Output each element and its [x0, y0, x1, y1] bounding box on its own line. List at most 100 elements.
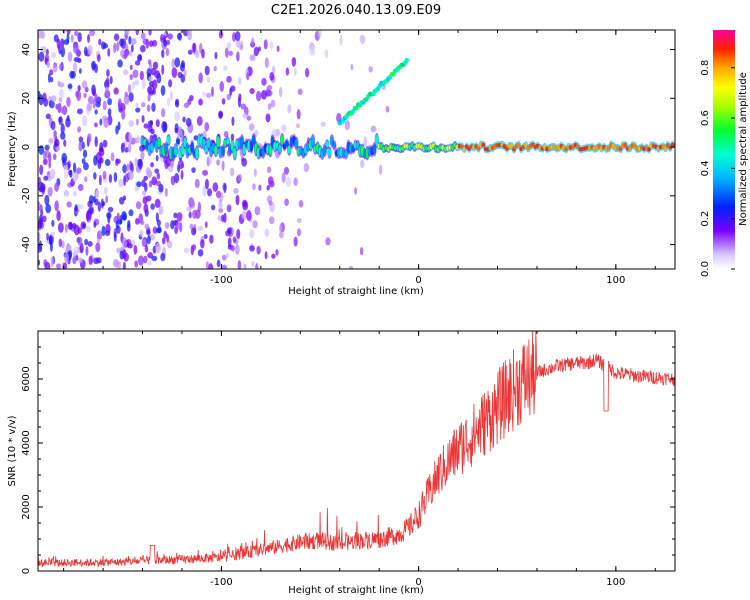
- noise-blob: [368, 66, 373, 73]
- noise-blob: [237, 260, 242, 269]
- carrier-point: [176, 138, 180, 145]
- noise-blob: [145, 38, 150, 49]
- noise-blob: [132, 69, 139, 79]
- noise-blob: [83, 92, 87, 98]
- noise-blob: [212, 182, 217, 192]
- noise-blob: [144, 223, 150, 230]
- noise-blob: [102, 139, 108, 148]
- noise-blob: [185, 117, 192, 127]
- noise-blob: [144, 245, 149, 253]
- noise-blob: [95, 189, 100, 201]
- branch-point: [354, 105, 359, 111]
- carrier-point: [164, 143, 168, 153]
- noise-blob: [67, 244, 72, 251]
- noise-blob: [204, 178, 209, 190]
- noise-blob: [76, 108, 83, 115]
- noise-blob: [152, 79, 158, 90]
- noise-blob: [155, 242, 161, 254]
- carrier-point: [195, 147, 199, 159]
- noise-blob: [268, 200, 273, 206]
- spectrogram-ytick-label: 0: [21, 144, 32, 150]
- colorbar-ticks: 0.0 0.2 0.4 0.6 0.8: [700, 60, 735, 277]
- noise-blob: [38, 176, 41, 185]
- noise-blob: [143, 182, 148, 192]
- noise-blob: [139, 230, 143, 238]
- noise-blob: [211, 86, 214, 97]
- noise-blob: [81, 141, 85, 150]
- noise-blob: [360, 159, 365, 169]
- noise-blob: [113, 172, 118, 183]
- noise-blob: [82, 115, 88, 127]
- noise-blob: [39, 217, 43, 229]
- noise-blob: [67, 83, 73, 89]
- noise-blob: [192, 43, 196, 53]
- noise-blob: [81, 158, 86, 164]
- noise-blob: [127, 141, 132, 153]
- noise-blob: [216, 159, 220, 166]
- noise-blob: [201, 48, 205, 59]
- noise-blob: [56, 210, 61, 222]
- colorbar-tick-label: 0.8: [700, 60, 711, 76]
- noise-blob: [246, 209, 252, 221]
- noise-blob: [279, 231, 284, 239]
- carrier-point: [280, 135, 284, 145]
- snr-xtick-label: -100: [210, 577, 233, 588]
- noise-blob: [76, 167, 82, 175]
- carrier-point: [183, 137, 187, 148]
- noise-blob: [252, 220, 258, 229]
- noise-blob: [94, 109, 98, 115]
- noise-blob: [109, 76, 113, 85]
- noise-blob: [219, 81, 225, 92]
- noise-blob: [339, 34, 343, 46]
- spectrogram-ylabel: Frequency (Hz): [7, 111, 18, 187]
- noise-blob: [77, 32, 82, 43]
- noise-blob: [138, 54, 142, 61]
- noise-blob: [74, 30, 79, 37]
- noise-blob: [72, 162, 77, 173]
- carrier-point: [481, 142, 486, 147]
- colorbar: 0.0 0.2 0.4 0.6 0.8 Normalized spectral ampl…: [700, 30, 749, 277]
- noise-blob: [50, 256, 54, 268]
- noise-blob: [66, 30, 71, 35]
- noise-blob: [197, 201, 202, 213]
- noise-blob: [276, 45, 280, 52]
- carrier-point: [372, 144, 377, 155]
- noise-blob: [204, 221, 208, 229]
- noise-blob: [104, 159, 111, 166]
- noise-blob: [223, 212, 227, 223]
- noise-blob: [249, 54, 254, 61]
- noise-blob: [232, 236, 237, 243]
- colorbar-label: Normalized spectral amplitude: [738, 72, 749, 226]
- noise-blob: [148, 180, 153, 188]
- noise-blob: [151, 255, 158, 261]
- noise-blob: [130, 38, 137, 45]
- noise-blob: [45, 203, 52, 214]
- noise-blob: [78, 136, 84, 143]
- noise-blob: [44, 144, 50, 151]
- noise-blob: [58, 88, 64, 99]
- noise-blob: [38, 232, 41, 242]
- noise-blob: [213, 65, 217, 72]
- noise-blob: [102, 43, 109, 49]
- noise-blob: [63, 189, 70, 197]
- colorbar-tick-label: 0.2: [700, 211, 711, 227]
- noise-blob: [60, 107, 65, 114]
- noise-blob: [127, 84, 132, 94]
- noise-blob: [174, 57, 181, 68]
- noise-blob: [246, 115, 252, 121]
- noise-blob: [95, 101, 101, 108]
- noise-blob: [87, 45, 93, 55]
- noise-blob: [166, 97, 171, 107]
- noise-blob: [298, 200, 304, 208]
- noise-blob: [223, 130, 229, 138]
- noise-blob: [58, 82, 65, 88]
- noise-blob: [148, 76, 153, 82]
- noise-blob: [86, 103, 93, 111]
- noise-blob: [173, 212, 178, 219]
- noise-blob: [47, 73, 51, 83]
- noise-blob: [164, 222, 170, 230]
- noise-blob: [158, 183, 164, 193]
- noise-blob: [155, 154, 159, 162]
- spectrogram-ytick-label: 40: [21, 43, 32, 56]
